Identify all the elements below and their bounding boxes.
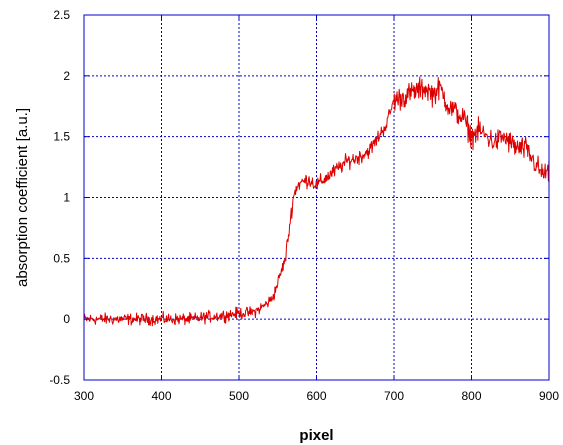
x-tick-label-6: 900 <box>539 389 559 403</box>
x-axis-title: pixel <box>299 427 333 444</box>
y-tick-label-4: 1.5 <box>53 130 70 144</box>
y-tick-label-5: 2 <box>63 69 70 83</box>
x-tick-label-0: 300 <box>74 389 94 403</box>
x-tick-label-2: 500 <box>229 389 249 403</box>
x-tick-labels: 300 400 500 600 700 800 900 <box>74 389 559 403</box>
y-tick-label-0: -0.5 <box>49 373 70 387</box>
x-tick-label-4: 700 <box>384 389 404 403</box>
grid-lines <box>84 15 549 380</box>
y-tick-label-2: 0.5 <box>53 251 70 265</box>
x-tick-label-1: 400 <box>151 389 171 403</box>
y-tick-label-6: 2.5 <box>53 8 70 22</box>
y-tick-label-1: 0 <box>63 312 70 326</box>
series-line <box>83 76 550 327</box>
y-tick-labels: -0.5 0 0.5 1 1.5 2 2.5 <box>49 8 70 387</box>
y-axis-title: absorption coefficient [a.u.] <box>14 108 31 287</box>
x-tick-label-5: 800 <box>461 389 481 403</box>
tick-marks <box>83 14 550 381</box>
y-tick-label-3: 1 <box>63 191 70 205</box>
x-tick-label-3: 600 <box>306 389 326 403</box>
